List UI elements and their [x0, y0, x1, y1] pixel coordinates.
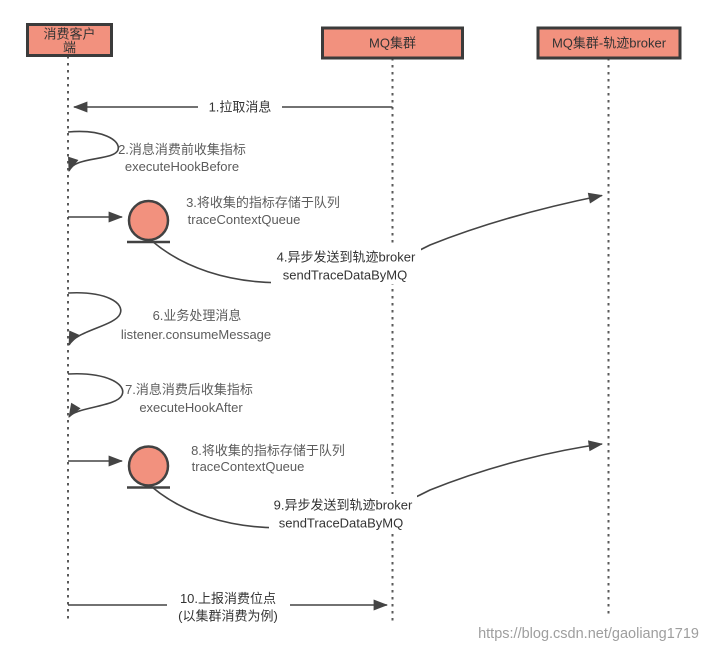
- message-10-label-line2: (以集群消费为例): [178, 609, 278, 624]
- trace-queue-entity-1: [127, 199, 170, 242]
- actor-trace-broker-box: [536, 26, 682, 60]
- message-9-label-bg: [269, 494, 417, 532]
- actor-trace-broker-label: MQ集群-轨迹broker: [552, 36, 667, 51]
- message-1-pull: 1.拉取消息: [72, 96, 393, 117]
- message-10-label-line1: 10.上报消费位点: [180, 591, 276, 606]
- message-8-store-queue: 8.将收集的指标存储于队列 traceContextQueue: [68, 443, 345, 489]
- actor-consumer-label-line1: 消费客户: [43, 27, 95, 42]
- message-9-label-line2: sendTraceDataByMQ: [279, 516, 404, 531]
- message-10-report-offset: 10.上报消费位点 (以集群消费为例): [68, 588, 389, 625]
- message-2-self-hook-before: 2.消息消费前收集指标 executeHookBefore: [67, 130, 246, 174]
- actor-trace-broker: MQ集群-轨迹broker: [536, 26, 682, 60]
- message-9-label-line1: 9.异步发送到轨迹broker: [274, 498, 413, 513]
- message-3-store-queue: 3.将收集的指标存储于队列 traceContextQueue: [68, 195, 340, 244]
- message-10-label-bg: [167, 588, 290, 625]
- message-7-label-line2: executeHookAfter: [139, 400, 243, 415]
- message-4-label-bg: [271, 246, 421, 284]
- message-7-label-line1: 7.消息消费后收集指标: [125, 382, 253, 397]
- actor-consumer: 消费客户 端: [26, 23, 113, 57]
- trace-queue-entity-2: [127, 445, 170, 487]
- message-4-label-line1: 4.异步发送到轨迹broker: [277, 250, 416, 265]
- actor-consumer-label-line2: 端: [63, 40, 76, 55]
- message-7-curve: [67, 373, 124, 418]
- actor-consumer-box: [26, 23, 113, 57]
- message-2-label-line2: executeHookBefore: [125, 159, 239, 174]
- message-6-label-line2: listener.consumeMessage: [121, 327, 271, 342]
- actor-mq-cluster: MQ集群: [321, 26, 464, 60]
- message-9-async-send: 9.异步发送到轨迹broker sendTraceDataByMQ: [151, 440, 603, 532]
- actor-mq-cluster-box: [321, 26, 464, 60]
- watermark-url: https://blog.csdn.net/gaoliang1719: [478, 626, 699, 642]
- message-6-label-line1: 6.业务处理消息: [153, 308, 242, 323]
- message-2-label-line1: 2.消息消费前收集指标: [118, 142, 246, 157]
- message-2-curve: [67, 130, 119, 172]
- message-8-label-line2: traceContextQueue: [192, 459, 305, 474]
- message-8-label-line1: 8.将收集的指标存储于队列: [191, 443, 345, 458]
- actor-mq-cluster-label: MQ集群: [369, 36, 416, 51]
- message-7-self-hook-after: 7.消息消费后收集指标 executeHookAfter: [67, 373, 253, 418]
- message-1-label: 1.拉取消息: [209, 100, 272, 115]
- message-4-label-line2: sendTraceDataByMQ: [283, 268, 408, 283]
- message-1-label-bg: [198, 96, 282, 117]
- message-3-label-line2: traceContextQueue: [188, 212, 301, 227]
- message-4-async-send: 4.异步发送到轨迹broker sendTraceDataByMQ: [151, 192, 603, 284]
- message-6-curve: [67, 292, 122, 346]
- message-3-label-line1: 3.将收集的指标存储于队列: [186, 195, 340, 210]
- message-6-self-consume: 6.业务处理消息 listener.consumeMessage: [67, 292, 271, 346]
